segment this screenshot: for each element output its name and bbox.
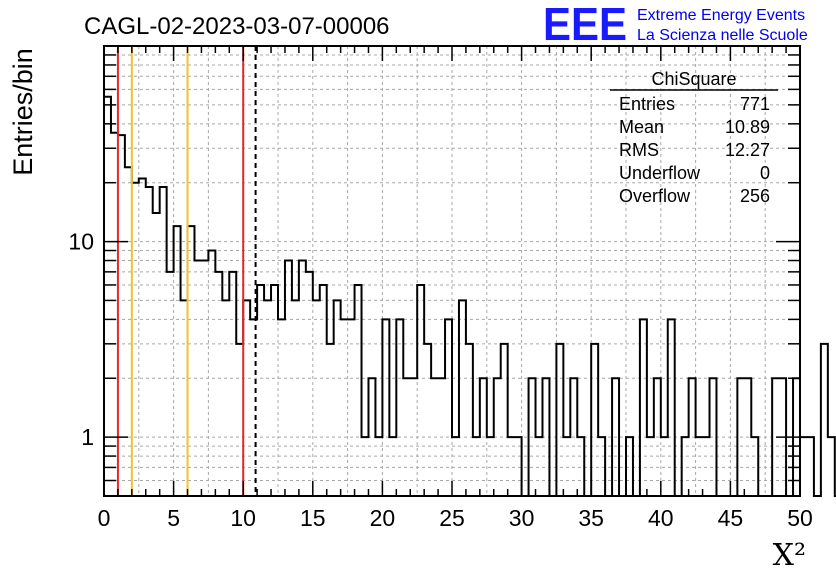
stats-label: Entries [619,94,675,114]
logo-line-1: Extreme Energy Events [637,7,805,24]
x-tick-label: 40 [648,505,674,531]
stats-value: 12.27 [725,140,770,160]
x-ticks: 0 5 10 15 20 25 30 35 40 45 50 [98,46,813,531]
stats-label: Underflow [619,163,701,183]
x-tick-label: 35 [578,505,604,531]
stats-rows: Entries 771 Mean 10.89 RMS 12.27 Underflow 0 Ove… [619,94,770,206]
threshold-lines [116,46,257,496]
x-tick-label: 0 [98,505,111,531]
x-tick-label: 50 [787,505,813,531]
y-ticks: 1 10 [68,54,800,482]
x-tick-label: 45 [718,505,744,531]
x-tick-label: 10 [230,505,256,531]
logo-line-2: La Scienza nelle Scuole [637,27,808,44]
x-tick-label: 15 [300,505,326,531]
eee-logo: EEE Extreme Energy Events La Scienza nel… [543,0,808,50]
stats-label: RMS [619,140,659,160]
chart-title: CAGL-02-2023-03-07-00006 [84,13,390,40]
stats-label: Overflow [619,186,691,206]
y-axis-label: Entries/bin [8,48,38,176]
stats-value: 771 [740,94,770,114]
stats-label: Mean [619,117,664,137]
stats-title: ChiSquare [651,69,736,89]
x-axis-label: X² [773,538,806,572]
x-tick-label: 5 [167,505,180,531]
stats-value: 256 [740,186,770,206]
x-tick-label: 30 [509,505,535,531]
stats-value: 0 [760,163,770,183]
x-tick-label: 25 [439,505,465,531]
y-tick-label: 1 [81,424,94,450]
stats-value: 10.89 [725,117,770,137]
y-tick-label: 10 [68,229,94,255]
logo-eee-text: EEE [543,0,627,50]
x-tick-label: 20 [370,505,396,531]
stats-box: ChiSquare Entries 771 Mean 10.89 RMS 12.27 Und… [610,69,778,206]
